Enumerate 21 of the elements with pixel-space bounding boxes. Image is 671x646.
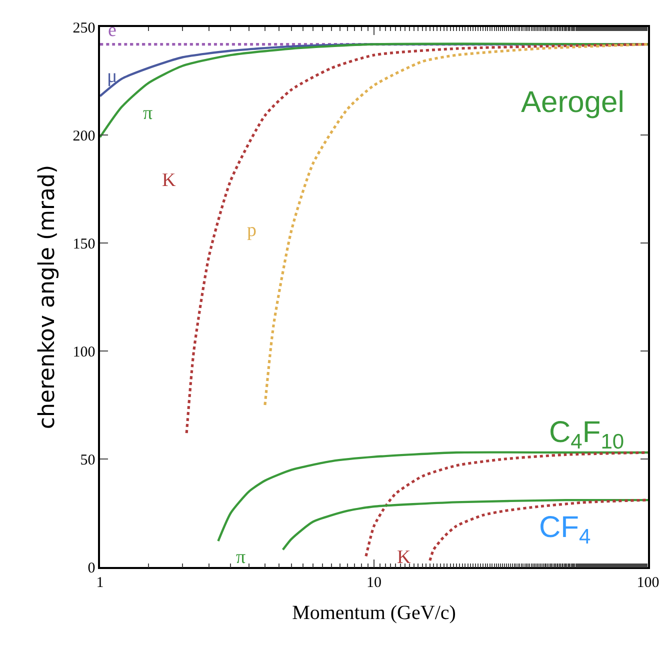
series-label: K <box>397 547 411 568</box>
series-label: π <box>236 547 246 568</box>
x-tick-label: 100 <box>636 574 660 591</box>
y-tick-label: 0 <box>88 560 96 576</box>
y-tick-label: 50 <box>80 452 96 468</box>
y-tick-label: 250 <box>72 20 96 36</box>
y-tick-label: 100 <box>72 344 96 360</box>
y-tick-label: 150 <box>72 236 96 252</box>
annotation: Aerogel <box>521 86 624 119</box>
annotation: C$_{4}$F$_{10}$ <box>549 416 624 454</box>
series-label: μ <box>107 66 118 87</box>
x-tick-label: 1 <box>96 574 104 591</box>
x-tick-label: 10 <box>366 574 382 591</box>
text: K <box>162 170 176 191</box>
y-tick-label: 200 <box>72 128 96 144</box>
series-label: π <box>143 103 153 124</box>
y-axis-title: cherenkov angle (mrad) <box>35 164 60 430</box>
x-axis-title: Momentum (GeV/c) <box>292 602 456 624</box>
series-label: p <box>247 220 256 241</box>
annotation: CF$_{4}$ <box>539 511 591 548</box>
series-label: e <box>108 20 116 41</box>
